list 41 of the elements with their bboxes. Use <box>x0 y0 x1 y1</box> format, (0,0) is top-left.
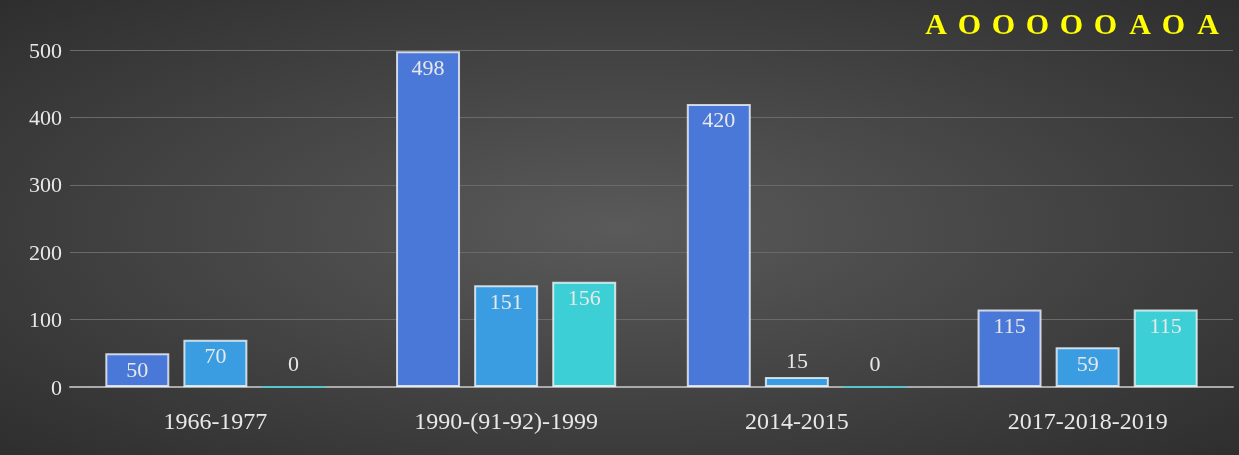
data-label: 115 <box>993 312 1026 338</box>
x-tick-label: 1990-(91-92)-1999 <box>414 408 599 434</box>
data-label: 59 <box>1076 350 1099 376</box>
y-tick-label: 100 <box>29 307 62 333</box>
data-label: 156 <box>567 285 601 311</box>
data-label: 0 <box>869 351 881 376</box>
data-label: 70 <box>204 343 227 369</box>
data-label: 15 <box>785 348 808 374</box>
y-tick-label: 400 <box>29 104 62 130</box>
bar <box>686 103 751 387</box>
bar <box>552 281 617 387</box>
bar <box>105 353 170 387</box>
x-tick-label: 1966-1977 <box>163 408 268 434</box>
x-tick-label: 2017-2018-2019 <box>1007 408 1168 434</box>
bar <box>183 339 248 387</box>
text: A <box>925 6 948 40</box>
text: A <box>1129 6 1152 40</box>
text: O <box>957 6 982 40</box>
data-label: 151 <box>489 288 523 314</box>
data-label: 0 <box>287 351 299 376</box>
bar <box>1055 347 1120 387</box>
data-label: 50 <box>126 356 149 382</box>
bar <box>977 309 1042 387</box>
text: O <box>1059 6 1084 40</box>
bar <box>1133 309 1198 387</box>
text: O <box>1161 6 1186 40</box>
data-label: 420 <box>702 107 736 133</box>
y-tick-label: 0 <box>51 374 62 400</box>
text: O <box>991 6 1016 40</box>
x-tick-label: 2014-2015 <box>744 408 849 434</box>
text: O <box>1025 6 1050 40</box>
y-tick-label: 300 <box>29 172 62 198</box>
text: O <box>1093 6 1118 40</box>
text: A <box>1197 6 1220 40</box>
y-tick-label: 200 <box>29 239 62 265</box>
bar <box>474 285 539 387</box>
bar <box>764 376 829 387</box>
data-label: 498 <box>411 54 445 80</box>
data-label: 115 <box>1149 312 1182 338</box>
bar <box>396 51 461 387</box>
y-tick-label: 500 <box>29 37 62 63</box>
